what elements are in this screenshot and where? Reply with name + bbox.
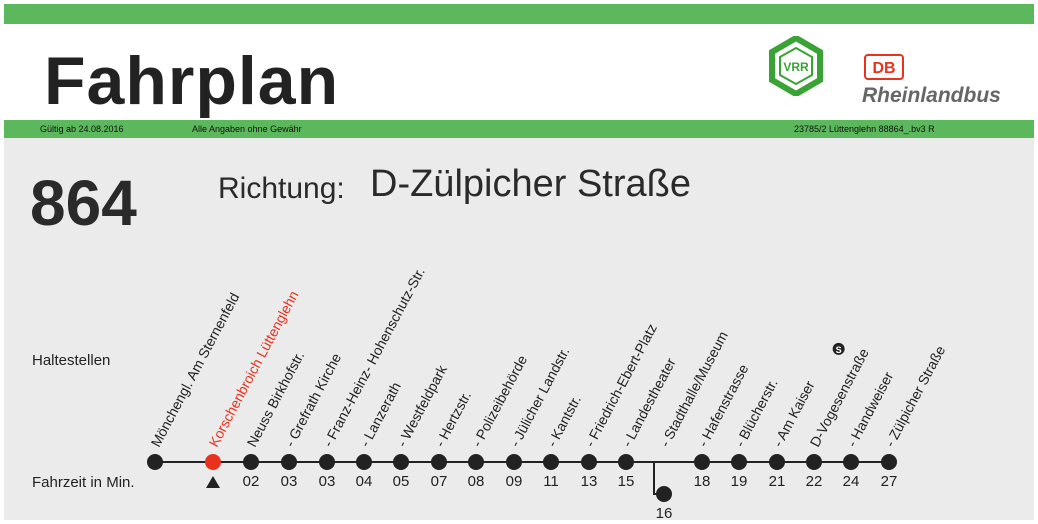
travel-time: 09 [506, 473, 523, 490]
travel-time: 13 [581, 473, 598, 490]
travel-time: 22 [806, 473, 823, 490]
travel-time: 02 [243, 473, 260, 490]
info-bar: Gültig ab 24.08.2016 Alle Angaben ohne G… [4, 120, 1034, 138]
travel-time: 18 [694, 473, 711, 490]
stops-label: Haltestellen [32, 352, 111, 369]
vrr-logo-text: VRR [783, 60, 809, 74]
stop-dot [581, 454, 597, 470]
sbahn-icon [832, 342, 845, 355]
travel-time: 05 [393, 473, 410, 490]
stop-name: - Stadthalle/Museum [657, 329, 731, 450]
travel-time: 08 [468, 473, 485, 490]
timetable-code: 23785/2 Lüttenglehn 88864_.bv3 R [794, 124, 935, 134]
direction-label: Richtung: [218, 172, 345, 205]
stop-dot [881, 454, 897, 470]
operator-name: Rheinlandbus [862, 84, 1001, 107]
direction-value: D-Zülpicher Straße [370, 163, 691, 205]
stop-name: - Kantstr. [544, 392, 584, 449]
triangle-up-icon [206, 476, 220, 488]
stop-dot [319, 454, 335, 470]
stop-dot [731, 454, 747, 470]
stop-name: - Zülpicher Straße [882, 343, 949, 450]
travel-time: 19 [731, 473, 748, 490]
stop-dot [694, 454, 710, 470]
travel-time: 21 [769, 473, 786, 490]
top-green-bar [4, 4, 1034, 24]
stop-name: - Hertzstr. [432, 388, 475, 449]
travel-time: 16 [656, 505, 673, 522]
db-logo-text: DB [872, 60, 895, 77]
stop-dot [356, 454, 372, 470]
travel-time: 03 [281, 473, 298, 490]
travel-time: 11 [543, 473, 559, 490]
disclaimer: Alle Angaben ohne Gewähr [192, 124, 302, 134]
line-number: 864 [30, 167, 137, 239]
stop-dot [806, 454, 822, 470]
stop-dot [147, 454, 163, 470]
stop-dot [843, 454, 859, 470]
travel-time: 15 [618, 473, 635, 490]
travel-time-label: Fahrzeit in Min. [32, 474, 135, 491]
valid-from: Gültig ab 24.08.2016 [40, 124, 124, 134]
travel-time: 04 [356, 473, 373, 490]
sbahn-icon-glyph: S [836, 345, 842, 355]
stop-dot [281, 454, 297, 470]
stop-dot [506, 454, 522, 470]
stop-dot [618, 454, 634, 470]
travel-time: 07 [431, 473, 448, 490]
stop-dot [205, 454, 221, 470]
stop-dot [468, 454, 484, 470]
page-title: Fahrplan [44, 43, 340, 119]
stop-dot [769, 454, 785, 470]
header: Fahrplan VRR DB Rheinlandbus [4, 24, 1034, 120]
stop-dot [656, 486, 672, 502]
route-diagram: Mönchengl. Am SternenfeldKorschenbroich … [147, 265, 949, 522]
stop-dot [543, 454, 559, 470]
stop-dot [431, 454, 447, 470]
vrr-logo-icon: VRR [769, 36, 823, 96]
db-logo-icon: DB [864, 54, 904, 80]
stop-dot [393, 454, 409, 470]
travel-time: 24 [843, 473, 860, 490]
travel-time: 03 [319, 473, 336, 490]
stop-dot [243, 454, 259, 470]
travel-time: 27 [881, 473, 898, 490]
main-panel: 864 Richtung: D-Zülpicher Straße Haltest… [4, 138, 1034, 522]
